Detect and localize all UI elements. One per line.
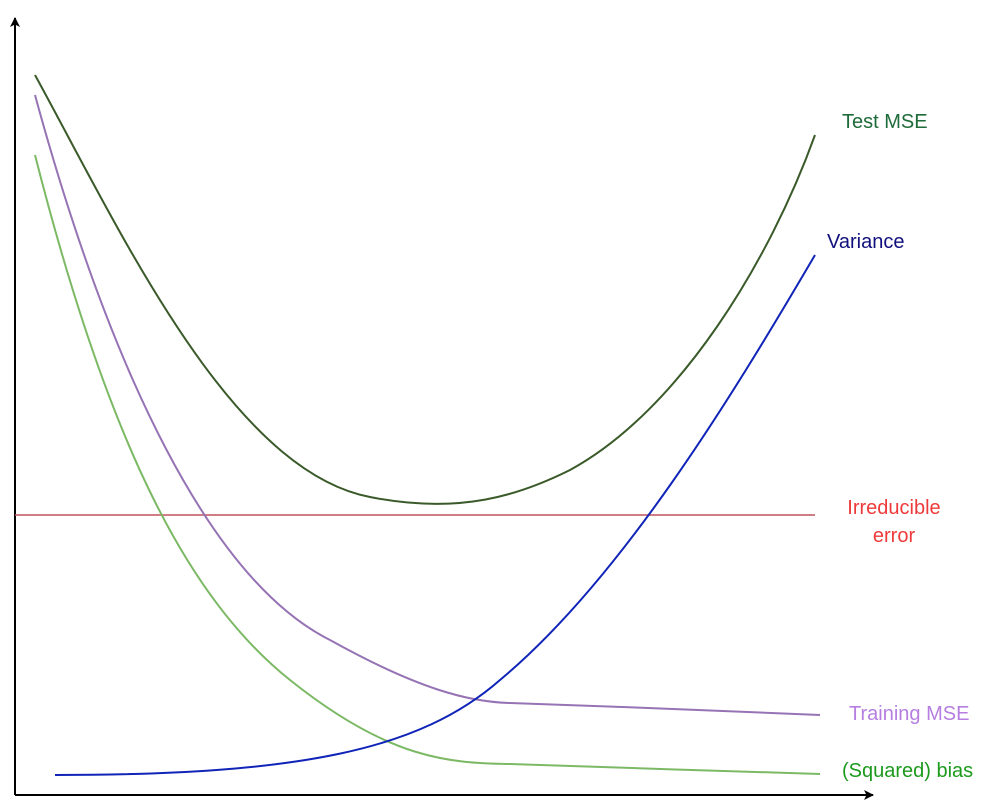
irreducible-error-label-line2: error [872, 525, 916, 547]
squared-bias-curve [34, 154, 821, 775]
test-mse-curve [34, 74, 816, 505]
variance-curve [54, 254, 816, 776]
variance-label: Variance [827, 231, 905, 253]
training-mse-label: Training MSE [849, 703, 970, 725]
training-mse-curve [34, 94, 821, 716]
irreducible-error-label: Irreducible error [830, 494, 958, 550]
test-mse-label: Test MSE [842, 111, 928, 133]
irreducible-error-label-line1: Irreducible [847, 497, 941, 519]
squared-bias-label: (Squared) bias [842, 760, 974, 782]
